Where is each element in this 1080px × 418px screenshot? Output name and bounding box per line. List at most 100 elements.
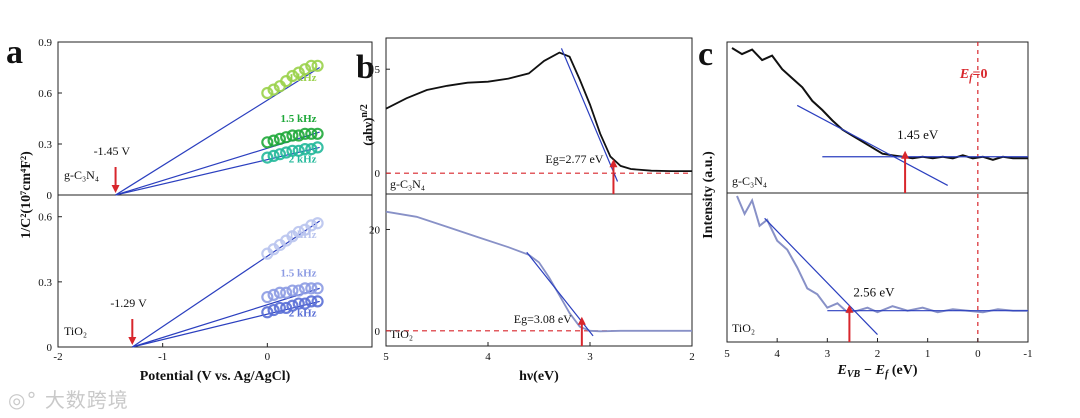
panel-c-bottom-tangent-line (764, 217, 878, 335)
panel-a-top-ytick-label: 0.9 (38, 37, 52, 49)
watermark-logo-icon: ◎° (8, 388, 38, 412)
panel-a-top-data-point (286, 144, 299, 157)
watermark-text: 大数跨境 (44, 388, 129, 412)
panel-b-top-spectrum-line (385, 51, 692, 172)
panel-a-top-data-point (298, 127, 312, 140)
watermark: ◎° 大数跨境 (8, 384, 129, 413)
panel-a-top-data-point (305, 143, 318, 156)
panel-letter-a: a (6, 34, 23, 71)
panel-b-xtick-label: 2 (689, 351, 695, 363)
panel-c-ylabel: Intensity (a.u.) (701, 151, 716, 239)
panel-a-bottom-data-point (273, 286, 286, 299)
panel-b-bottom-eg-arrow-head (577, 316, 586, 325)
panel-a-bottom-arrow-head (128, 337, 137, 345)
panel-a-top-data-point (261, 136, 274, 149)
panel-b-bottom-sample-label: TiO₂ (390, 327, 413, 341)
panel-c-xtick-label: 4 (774, 348, 780, 360)
panel-a-top-fit-line (115, 66, 320, 196)
panel-c-top-sample-label: g-C₃N₄ (732, 174, 767, 188)
panel-a-bottom-data-point (261, 306, 274, 319)
panel-a-bottom-data-point (298, 297, 312, 310)
panel-a-top-data-point (311, 59, 324, 72)
panel-c-xtick-label: 2 (875, 348, 881, 360)
panel-a-top-arrow-head (111, 185, 120, 193)
panel-a-top-data-point (267, 83, 280, 96)
panel-a-bottom-data-point (305, 219, 318, 232)
panel-a-bottom-data-point (298, 282, 312, 295)
panel-c-top-value-label: 1.45 eV (897, 127, 939, 142)
panel-a-top-data-point (286, 69, 299, 83)
panel-a-top-data-point (267, 134, 280, 147)
panel-a-top-ytick-label: 0.3 (38, 139, 52, 151)
panel-a-top-data-point (261, 86, 274, 100)
panel-a-top-data-point (273, 132, 286, 145)
panel-a-top-ytick-label: 0.6 (38, 88, 52, 100)
panel-c-top-tangent-line (796, 104, 949, 186)
panel-b-bottom-ytick-label: 20 (369, 224, 381, 236)
panel-a-bottom-ytick-label: 0.6 (38, 212, 52, 224)
panel-a-top-data-point (305, 127, 318, 140)
panel-a-top-data-point (311, 127, 324, 140)
panel-a-top-data-point (280, 146, 293, 159)
panel-a-xtick-label: 0 (265, 351, 271, 363)
panel-c-top-value-arrow-head (901, 150, 910, 159)
panel-a-bottom-data-point (280, 286, 293, 299)
panel-c-xtick-label: 1 (925, 348, 931, 360)
panel-a-ylabel: 1/C²(10⁷cm⁴F²) (19, 151, 34, 239)
panel-a-top-intercept-label: -1.45 V (94, 144, 131, 158)
panel-c-xtick-label: 3 (825, 348, 831, 360)
panel-a-bottom-data-point (292, 284, 305, 297)
panel-c-bottom-sample-label: TiO₂ (732, 321, 755, 335)
panel-a-bottom-data-point (292, 225, 305, 239)
panel-a-bottom-data-point (273, 301, 286, 315)
panel-b-bottom-eg-label: Eg=3.08 eV (514, 312, 572, 326)
panel-a-xtick-label: -1 (158, 351, 167, 363)
panel-a-bottom-data-point (311, 282, 324, 295)
panel-a-top-series-label: 1 kHz (289, 72, 317, 84)
panel-c-ef-label: Ef=0 (959, 67, 988, 84)
panel-a-top-data-point (261, 151, 274, 164)
panel-c-xtick-label: -1 (1023, 348, 1032, 360)
panel-a-xtick-label: -2 (53, 351, 62, 363)
panel-b-xlabel: hν(eV) (519, 369, 559, 384)
panel-a-top-data-point (305, 59, 318, 72)
panel-b-frame (385, 37, 693, 347)
panel-a-top-sample-label: g-C₃N₄ (64, 168, 99, 182)
panel-a-bottom-data-point (305, 282, 318, 295)
panel-c-top-spectrum-line (731, 47, 1028, 161)
panel-a-bottom-data-point (311, 217, 324, 230)
panel-a-top-data-point (292, 129, 305, 142)
panel-a-bottom-fit-line (131, 220, 321, 348)
panel-a-bottom-data-point (311, 295, 324, 308)
panel-a-top-data-point (298, 143, 312, 156)
panel-a-top-data-point (286, 129, 299, 142)
panel-c-xtick-label: 0 (975, 348, 981, 360)
panel-letter-b: b (356, 49, 375, 86)
panel-b-top-sample-label: g-C₃N₄ (390, 177, 425, 191)
panel-a-xlabel: Potential (V vs. Ag/AgCl) (140, 369, 291, 384)
panel-b-top-tangent-line (560, 48, 619, 182)
panel-a-top-data-point (292, 144, 305, 157)
panel-a-top-series-label: 1.5 kHz (280, 113, 316, 125)
panel-b-xtick-label: 4 (485, 351, 491, 363)
panel-b-top-ytick-label: 0 (375, 168, 381, 180)
panel-b-xtick-label: 3 (587, 351, 593, 363)
panel-a-bottom-intercept-label: -1.29 V (110, 296, 147, 310)
panel-a-bottom-data-point (286, 299, 299, 312)
panel-c-bottom-value-label: 2.56 eV (853, 285, 895, 300)
panel-b-bottom-spectrum-line (385, 210, 692, 333)
panel-a-bottom-sample-label: TiO₂ (64, 324, 87, 338)
panel-a-top-data-point (292, 66, 305, 79)
panel-a-bottom-data-point (267, 303, 280, 317)
panel-b-top-eg-label: Eg=2.77 eV (545, 152, 603, 166)
panel-a-top-data-point (267, 149, 280, 162)
panel-b-top-eg-arrow-head (609, 159, 618, 168)
panel-c-xlabel: EVB − Ef (eV) (836, 363, 917, 380)
panel-a-bottom-ytick-label: 0.3 (38, 277, 52, 289)
panel-a-bottom-data-point (305, 295, 318, 308)
panel-a-bottom-data-point (280, 301, 293, 315)
panel-a-bottom-data-point (286, 284, 299, 297)
panel-a-bottom-series-label: 1.5 kHz (280, 267, 316, 279)
